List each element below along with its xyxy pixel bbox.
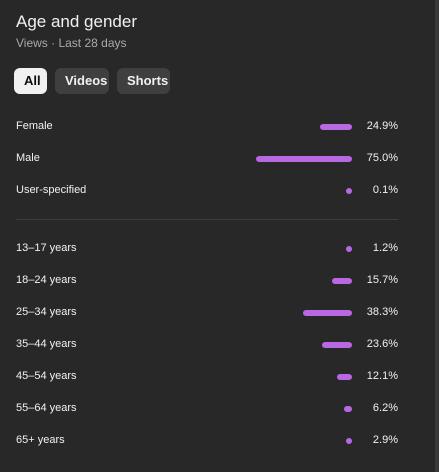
- row-value: 2.9%: [372, 434, 398, 446]
- share-bar: [346, 438, 352, 444]
- section-divider: [16, 219, 398, 220]
- row-value: 0.1%: [372, 184, 398, 196]
- age-row-25-34: 25–34 years 38.3%: [16, 304, 398, 324]
- gender-row-user-specified: User-specified 0.1%: [16, 182, 398, 202]
- row-label: 25–34 years: [16, 306, 77, 318]
- share-bar: [346, 246, 352, 252]
- row-label: Female: [16, 120, 53, 132]
- row-label: 18–24 years: [16, 274, 77, 286]
- card-subtitle: Views · Last 28 days: [16, 36, 127, 50]
- row-label: 35–44 years: [16, 338, 77, 350]
- row-value: 12.1%: [366, 370, 398, 382]
- row-value: 24.9%: [366, 120, 398, 132]
- filter-chip-all[interactable]: All: [14, 68, 47, 94]
- filter-chips: All Videos Shorts: [14, 68, 170, 94]
- row-label: 45–54 years: [16, 370, 77, 382]
- row-label: 65+ years: [16, 434, 65, 446]
- share-bar: [332, 278, 352, 284]
- share-bar: [303, 310, 352, 316]
- age-row-55-64: 55–64 years 6.2%: [16, 400, 398, 420]
- share-bar: [320, 124, 352, 130]
- age-row-35-44: 35–44 years 23.6%: [16, 336, 398, 356]
- age-row-18-24: 18–24 years 15.7%: [16, 272, 398, 292]
- age-row-45-54: 45–54 years 12.1%: [16, 368, 398, 388]
- share-bar: [322, 342, 352, 348]
- row-value: 38.3%: [366, 306, 398, 318]
- age-row-13-17: 13–17 years 1.2%: [16, 240, 398, 260]
- share-bar: [256, 156, 352, 162]
- row-value: 6.2%: [372, 402, 398, 414]
- gender-row-male: Male 75.0%: [16, 150, 398, 170]
- filter-chip-shorts[interactable]: Shorts: [117, 68, 170, 94]
- row-label: User-specified: [16, 184, 87, 196]
- share-bar: [344, 406, 352, 412]
- age-row-65-plus: 65+ years 2.9%: [16, 432, 398, 452]
- row-value: 1.2%: [372, 242, 398, 254]
- row-value: 75.0%: [366, 152, 398, 164]
- share-bar: [337, 374, 352, 380]
- row-label: 13–17 years: [16, 242, 77, 254]
- row-value: 23.6%: [366, 338, 398, 350]
- card-title: Age and gender: [16, 12, 137, 31]
- row-value: 15.7%: [366, 274, 398, 286]
- gender-row-female: Female 24.9%: [16, 118, 398, 138]
- row-label: 55–64 years: [16, 402, 77, 414]
- row-label: Male: [16, 152, 40, 164]
- filter-chip-videos[interactable]: Videos: [55, 68, 109, 94]
- share-bar: [346, 188, 352, 194]
